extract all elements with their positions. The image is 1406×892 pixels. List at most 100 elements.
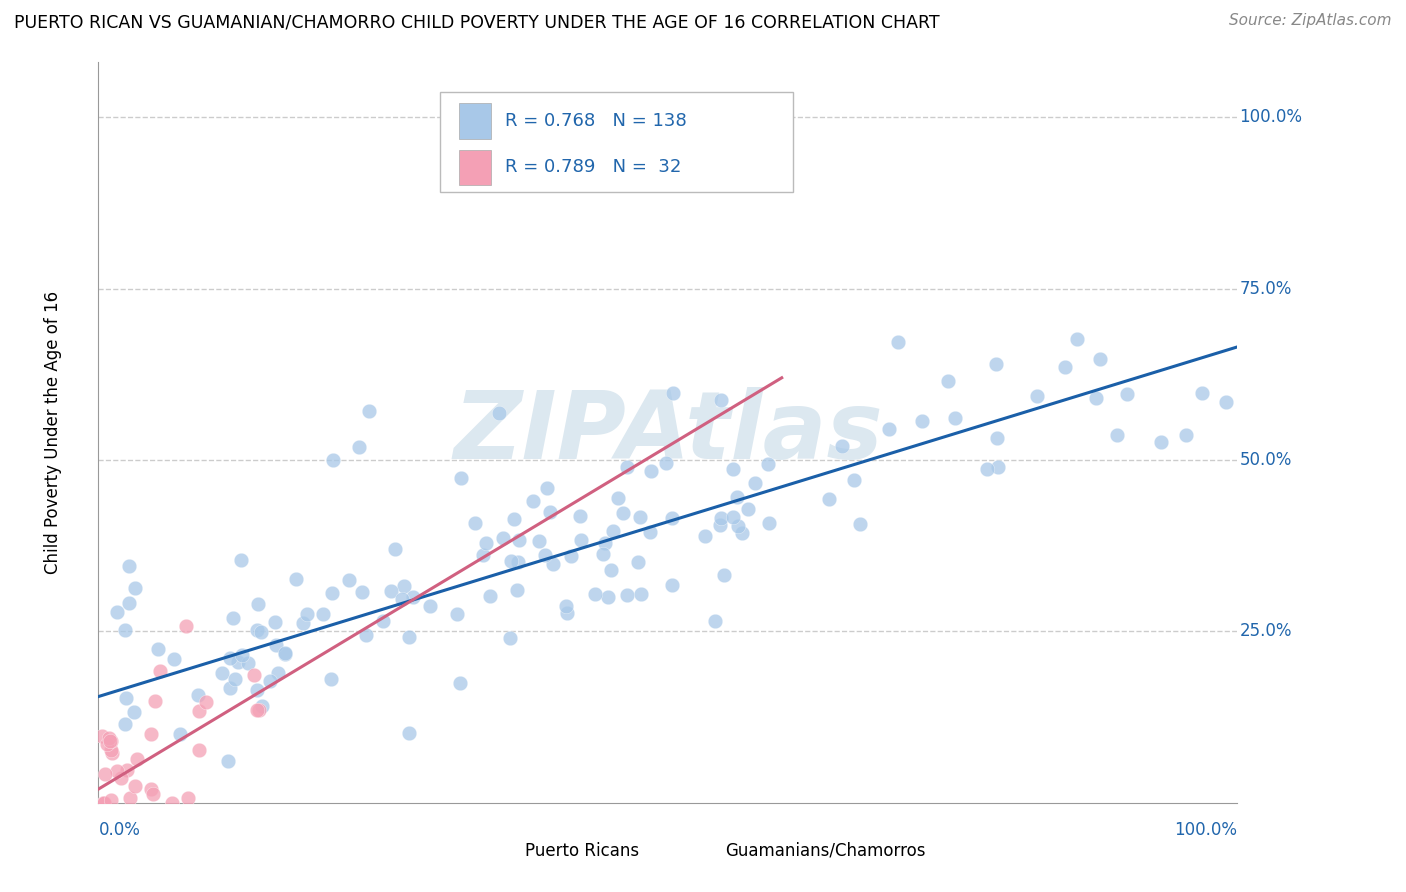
Point [273,647,295,661]
Point [402,590,425,604]
Point [661,578,683,592]
Point [187,689,209,703]
Point [731,526,754,541]
Bar [690,839,716,863]
Point [756,457,779,471]
Point [115,691,138,706]
Point [661,510,683,524]
Point [264,615,287,630]
Point [246,703,269,717]
Point [602,524,624,539]
Point [554,599,576,613]
Point [229,552,252,566]
Point [471,548,494,562]
Point [848,516,870,531]
Point [105,605,128,619]
Point [398,725,420,739]
Point [174,618,197,632]
Point [599,563,621,577]
Point [503,512,526,526]
Point [569,533,592,548]
Text: 100.0%: 100.0% [1240,108,1302,127]
Point [1054,360,1077,375]
Point [640,464,662,478]
Point [986,431,1008,445]
Point [250,699,273,714]
Point [936,374,959,388]
Point [630,587,652,601]
Point [122,706,145,720]
Point [139,727,162,741]
Point [987,459,1010,474]
Point [1175,428,1198,442]
Point [221,611,243,625]
Point [118,596,141,610]
Point [737,501,759,516]
Point [508,533,530,548]
Bar [460,103,491,139]
Point [721,510,744,524]
Point [194,695,217,709]
Point [488,406,510,420]
Point [250,625,273,640]
Point [616,588,638,602]
Point [640,524,662,539]
Point [350,585,373,599]
Point [529,533,551,548]
Point [541,557,564,571]
Point [347,441,370,455]
Point [1116,386,1139,401]
Point [264,638,287,652]
Point [100,792,122,806]
Bar [491,839,516,863]
Point [98,733,121,747]
Point [1088,351,1111,366]
Text: Child Poverty Under the Age of 16: Child Poverty Under the Age of 16 [44,291,62,574]
Point [218,681,240,695]
Point [607,491,630,506]
Point [217,754,239,768]
Point [114,623,136,637]
Point [100,733,122,747]
Point [391,591,413,606]
Point [911,414,934,428]
Point [142,787,165,801]
Point [93,796,115,810]
Point [115,763,138,777]
Point [628,509,651,524]
Point [297,607,319,622]
Point [373,614,395,628]
Text: Source: ZipAtlas.com: Source: ZipAtlas.com [1229,13,1392,29]
Point [354,628,377,642]
Point [249,703,271,717]
Point [449,676,471,690]
Point [499,631,522,645]
Point [322,452,344,467]
Point [118,558,141,573]
Point [1191,385,1213,400]
Point [710,393,733,408]
Point [384,542,406,557]
Point [124,581,146,595]
Point [149,664,172,678]
Point [536,481,558,495]
Text: 0.0%: 0.0% [98,822,141,839]
Point [243,668,266,682]
Point [419,599,441,613]
Point [721,462,744,476]
Point [398,630,420,644]
Point [274,647,297,661]
Point [114,717,136,731]
Point [943,411,966,425]
Point [96,738,118,752]
Point [118,791,141,805]
Point [976,461,998,475]
Point [285,572,308,586]
Point [818,491,841,506]
Point [231,648,253,662]
Point [877,422,900,436]
Point [844,473,866,487]
Point [1150,434,1173,449]
Point [211,666,233,681]
Point [143,694,166,708]
